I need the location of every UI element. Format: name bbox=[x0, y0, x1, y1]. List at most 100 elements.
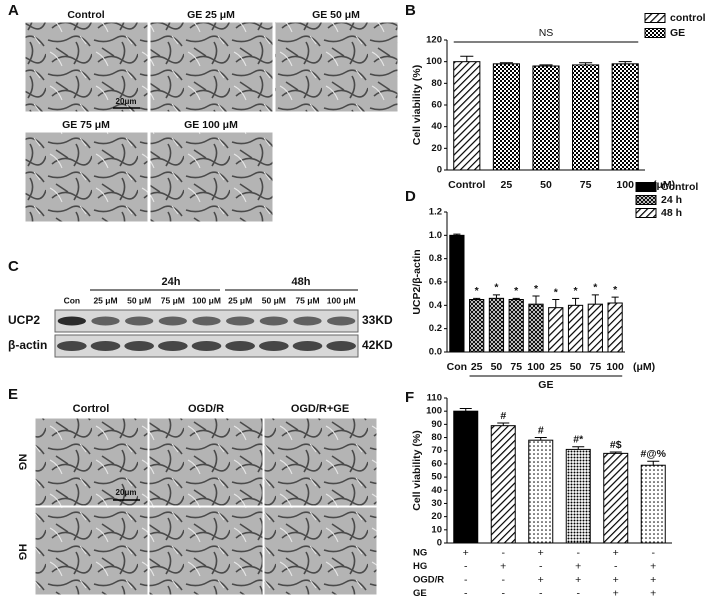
bar bbox=[548, 307, 564, 353]
band bbox=[259, 316, 288, 326]
condition-mark: + bbox=[650, 560, 656, 572]
legend-label: GE bbox=[670, 27, 685, 39]
row-label: NG bbox=[16, 454, 28, 471]
error-bar bbox=[492, 294, 501, 299]
y-tick-label: 70 bbox=[431, 445, 442, 456]
legend-swatch bbox=[635, 182, 657, 192]
condition-mark: - bbox=[539, 560, 543, 572]
legend-label: 48 h bbox=[661, 207, 682, 219]
error-bar bbox=[552, 299, 560, 308]
condition-mark: - bbox=[577, 587, 581, 598]
condition-mark: - bbox=[577, 547, 581, 559]
legend-swatch bbox=[644, 28, 666, 38]
micrograph bbox=[263, 506, 378, 596]
condition-mark: - bbox=[652, 547, 656, 559]
annotation: # bbox=[538, 424, 544, 436]
band bbox=[57, 316, 86, 326]
micrograph bbox=[34, 417, 149, 507]
micrograph bbox=[149, 131, 274, 223]
panel-label: E bbox=[8, 386, 18, 403]
band bbox=[292, 341, 323, 351]
condition-mark: + bbox=[613, 547, 619, 559]
lane-label: 50 μM bbox=[127, 295, 151, 305]
legend-label: 24 h bbox=[661, 194, 682, 206]
band bbox=[226, 316, 255, 326]
error-bar bbox=[459, 408, 472, 412]
error-bar bbox=[647, 460, 660, 466]
error-bar bbox=[571, 297, 580, 306]
band bbox=[326, 341, 356, 351]
row-label: HG bbox=[16, 544, 28, 561]
condition-mark: - bbox=[502, 574, 506, 586]
legend-swatch bbox=[635, 208, 657, 218]
annotation: NS bbox=[539, 27, 554, 39]
annotation: * bbox=[494, 282, 499, 294]
condition-mark: + bbox=[650, 587, 656, 598]
error-bar bbox=[572, 446, 585, 450]
band bbox=[57, 341, 87, 351]
y-tick-label: 0.2 bbox=[429, 323, 442, 334]
column-label: OGD/R+GE bbox=[291, 403, 349, 415]
annotation: * bbox=[534, 283, 539, 295]
band bbox=[158, 341, 188, 351]
bar bbox=[572, 64, 600, 171]
lane-label: 100 μM bbox=[192, 295, 221, 305]
band bbox=[327, 316, 356, 326]
y-tick-label: 20 bbox=[431, 143, 442, 154]
scale-label: 20μm bbox=[116, 488, 137, 497]
y-tick-label: 40 bbox=[431, 485, 442, 496]
panel-label: F bbox=[405, 389, 414, 406]
bar bbox=[532, 65, 560, 171]
error-bar bbox=[611, 296, 619, 303]
annotation: * bbox=[613, 284, 618, 296]
condition-mark: + bbox=[575, 560, 581, 572]
condition-mark: + bbox=[575, 574, 581, 586]
y-tick-label: 120 bbox=[426, 35, 442, 46]
y-tick-label: 80 bbox=[431, 432, 442, 443]
condition-label: NG bbox=[413, 548, 427, 559]
y-tick-label: 80 bbox=[431, 78, 442, 89]
micrograph bbox=[148, 417, 264, 507]
error-bar bbox=[497, 422, 510, 426]
annotation: * bbox=[475, 285, 480, 297]
y-tick-label: 40 bbox=[431, 121, 442, 132]
band bbox=[259, 341, 289, 351]
bar bbox=[528, 303, 544, 353]
micrograph bbox=[34, 506, 149, 596]
condition-mark: + bbox=[613, 574, 619, 586]
legend-label: Control bbox=[661, 181, 698, 193]
band bbox=[91, 316, 120, 326]
column-label: Cortrol bbox=[73, 403, 110, 415]
band bbox=[293, 316, 322, 326]
annotation: * bbox=[554, 286, 559, 298]
legend-label: control bbox=[670, 12, 706, 24]
error-bar bbox=[609, 451, 622, 454]
band bbox=[191, 341, 222, 351]
x-tick-label: 50 bbox=[540, 179, 552, 191]
band bbox=[124, 341, 154, 351]
band bbox=[90, 341, 121, 351]
x-tick-label: 100 bbox=[616, 179, 634, 191]
panel-label: B bbox=[405, 2, 416, 19]
lane-label: Con bbox=[64, 295, 81, 305]
y-tick-label: 20 bbox=[431, 511, 442, 522]
error-bar bbox=[473, 297, 481, 300]
error-bar bbox=[460, 55, 474, 62]
bar bbox=[492, 63, 520, 171]
lane-label: 75 μM bbox=[295, 295, 319, 305]
row-label: β-actin bbox=[8, 338, 47, 352]
error-bar bbox=[539, 64, 553, 66]
condition-mark: - bbox=[502, 587, 506, 598]
condition-label: GE bbox=[413, 588, 427, 598]
x-tick-label: 75 bbox=[510, 361, 522, 373]
micrograph bbox=[274, 21, 399, 113]
panel-label: C bbox=[8, 258, 19, 275]
size-label: 42KD bbox=[362, 338, 393, 352]
micrograph bbox=[149, 21, 274, 113]
error-bar bbox=[618, 61, 632, 64]
error-bar bbox=[579, 62, 593, 65]
bar bbox=[607, 302, 623, 353]
lane-label: 25 μM bbox=[93, 295, 117, 305]
y-tick-label: 30 bbox=[431, 498, 442, 509]
annotation: * bbox=[593, 282, 598, 294]
